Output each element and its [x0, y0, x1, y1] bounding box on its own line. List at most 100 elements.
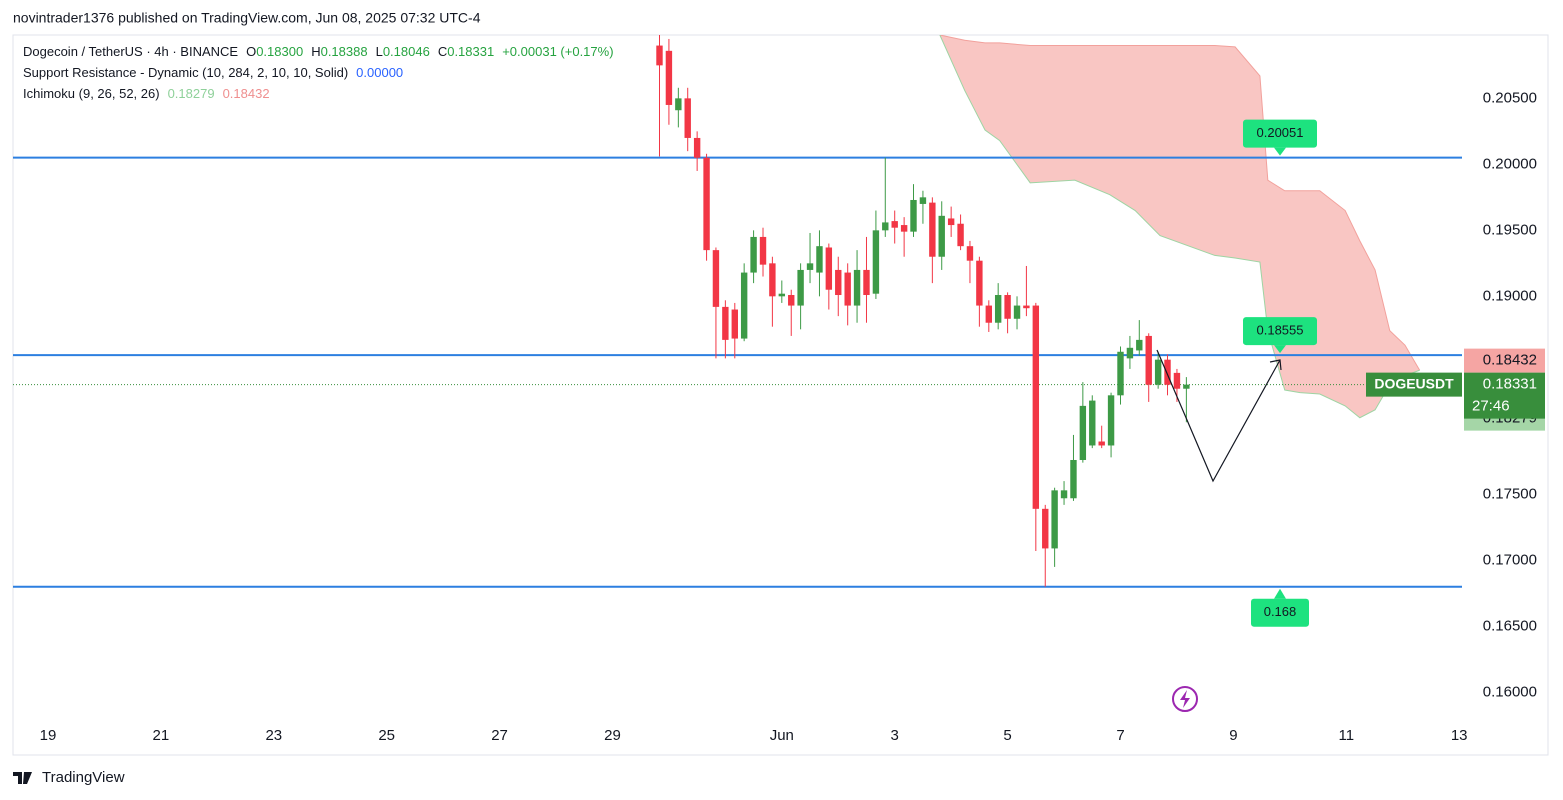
candle-body: [703, 157, 710, 251]
candle-body: [1089, 400, 1096, 446]
indicator-legend: Ichimoku (9, 26, 52, 26) 0.18279 0.18432: [23, 86, 270, 101]
projection-path: [1156, 349, 1281, 483]
candle-body: [788, 295, 795, 306]
legend-symbol: Dogecoin / TetherUS · 4h · BINANCE: [23, 44, 238, 59]
axis-layer: 19 21 23 25 27 29 Jun 3 5 7 9 11 13 0.16000 0.16500 0.1…: [40, 89, 1545, 744]
candle-body: [919, 197, 927, 204]
candle-body: [759, 236, 767, 265]
y-tick-label: 0.20500: [1483, 89, 1537, 106]
candle-body: [731, 309, 738, 339]
candle-body: [947, 218, 955, 226]
candle-body: [882, 222, 889, 231]
watermark-circle: [1172, 686, 1198, 712]
watermark-bolt: [1180, 690, 1190, 708]
candle-body: [665, 50, 673, 105]
candle-body: [1117, 351, 1124, 396]
y-tick-label: 0.17500: [1483, 485, 1537, 502]
byline: novintrader1376 published on TradingView…: [13, 10, 481, 26]
candle-body: [985, 305, 993, 323]
indicator-value: 0.18432: [223, 86, 270, 101]
y-tick-label: 0.20000: [1483, 155, 1537, 172]
indicator-legend: Support Resistance - Dynamic (10, 284, 2…: [23, 65, 403, 80]
candle-body: [722, 306, 729, 340]
x-tick-label: 3: [891, 727, 899, 744]
candle-body: [872, 230, 880, 294]
ohlc-value: 0.18046: [383, 44, 430, 59]
x-tick-label: 21: [153, 727, 170, 744]
level-label-box: [1251, 598, 1309, 627]
y-tick-label: 0.19000: [1483, 287, 1537, 304]
level-label: 0.18555: [1257, 323, 1304, 338]
candle-body: [806, 263, 814, 270]
brand-icon: [13, 772, 32, 784]
level-label-box: [1243, 119, 1317, 148]
candle-body: [1004, 295, 1011, 319]
x-tick-label: 13: [1451, 727, 1468, 744]
x-tick-label: 5: [1003, 727, 1011, 744]
level-label-box: [1243, 317, 1317, 346]
y-tick-label: 0.19500: [1483, 221, 1537, 238]
indicator-name: Ichimoku (9, 26, 52, 26): [23, 86, 160, 101]
candle-body: [1145, 335, 1152, 385]
x-tick-label: 27: [491, 727, 508, 744]
symbol-tag-box: [1366, 372, 1462, 397]
candle-body: [1079, 405, 1087, 460]
indicator-value: 0.00000: [356, 65, 403, 80]
y-tick-label: 0.16500: [1483, 617, 1537, 634]
price-tag: 0.18432: [1483, 352, 1537, 369]
candle-body: [1070, 459, 1077, 499]
candle-body: [938, 215, 945, 257]
watermark-icon: [1172, 686, 1198, 712]
x-tick-label: 11: [1338, 727, 1354, 744]
x-tick-label: 25: [378, 727, 395, 744]
candle-body: [656, 45, 663, 66]
brand-name: TradingView: [42, 769, 125, 786]
candle-body: [835, 269, 842, 296]
y-tick-label: 0.17000: [1483, 551, 1537, 568]
candle-body: [1013, 305, 1021, 319]
candle-body: [778, 293, 786, 297]
x-tick-label: 7: [1116, 727, 1124, 744]
price-tag-box: [1464, 348, 1545, 373]
ohlc-label: H: [311, 44, 320, 59]
last-price-box: [1464, 372, 1545, 419]
candle-body: [684, 98, 691, 138]
candle-body: [1060, 490, 1068, 499]
candle-layer: [656, 35, 1190, 587]
countdown: 27:46: [1472, 398, 1510, 415]
ichimoku-cloud: [939, 35, 1420, 418]
y-tick-label: 0.16000: [1483, 683, 1537, 700]
candle-body: [844, 272, 851, 306]
candle-body: [769, 263, 776, 297]
level-label: 0.20051: [1257, 125, 1304, 140]
candle-body: [1173, 372, 1181, 389]
candle-body: [1154, 359, 1162, 385]
cloud-lower-line: [939, 35, 1420, 419]
ohlc-value: 0.18388: [321, 44, 368, 59]
candle-body: [825, 247, 833, 290]
legend-change: +0.00031 (+0.17%): [502, 44, 613, 59]
brand-logo: TradingView: [13, 769, 125, 786]
cloud-upper-line: [939, 35, 1421, 371]
candle-body: [1164, 359, 1171, 385]
candle-body: [1051, 490, 1058, 549]
projection-arrowhead: [1269, 359, 1282, 371]
level-label-pointer: [1274, 588, 1286, 599]
last-price: 0.18331: [1483, 376, 1537, 393]
candle-body: [693, 137, 701, 158]
candle-body: [900, 225, 908, 232]
chart-frame: [12, 34, 1549, 756]
candle-body: [750, 236, 757, 273]
candle-body: [966, 246, 974, 261]
indicator-value: 0.18279: [168, 86, 215, 101]
candle-body: [994, 295, 1002, 323]
ohlc-value: 0.18300: [256, 44, 303, 59]
level-label: 0.168: [1264, 604, 1297, 619]
candle-body: [957, 223, 964, 247]
brand-dot: [25, 772, 29, 776]
candle-body: [1136, 339, 1143, 351]
level-label-pointer: [1274, 345, 1286, 354]
candle-body: [929, 202, 936, 257]
candle-body: [740, 272, 748, 339]
